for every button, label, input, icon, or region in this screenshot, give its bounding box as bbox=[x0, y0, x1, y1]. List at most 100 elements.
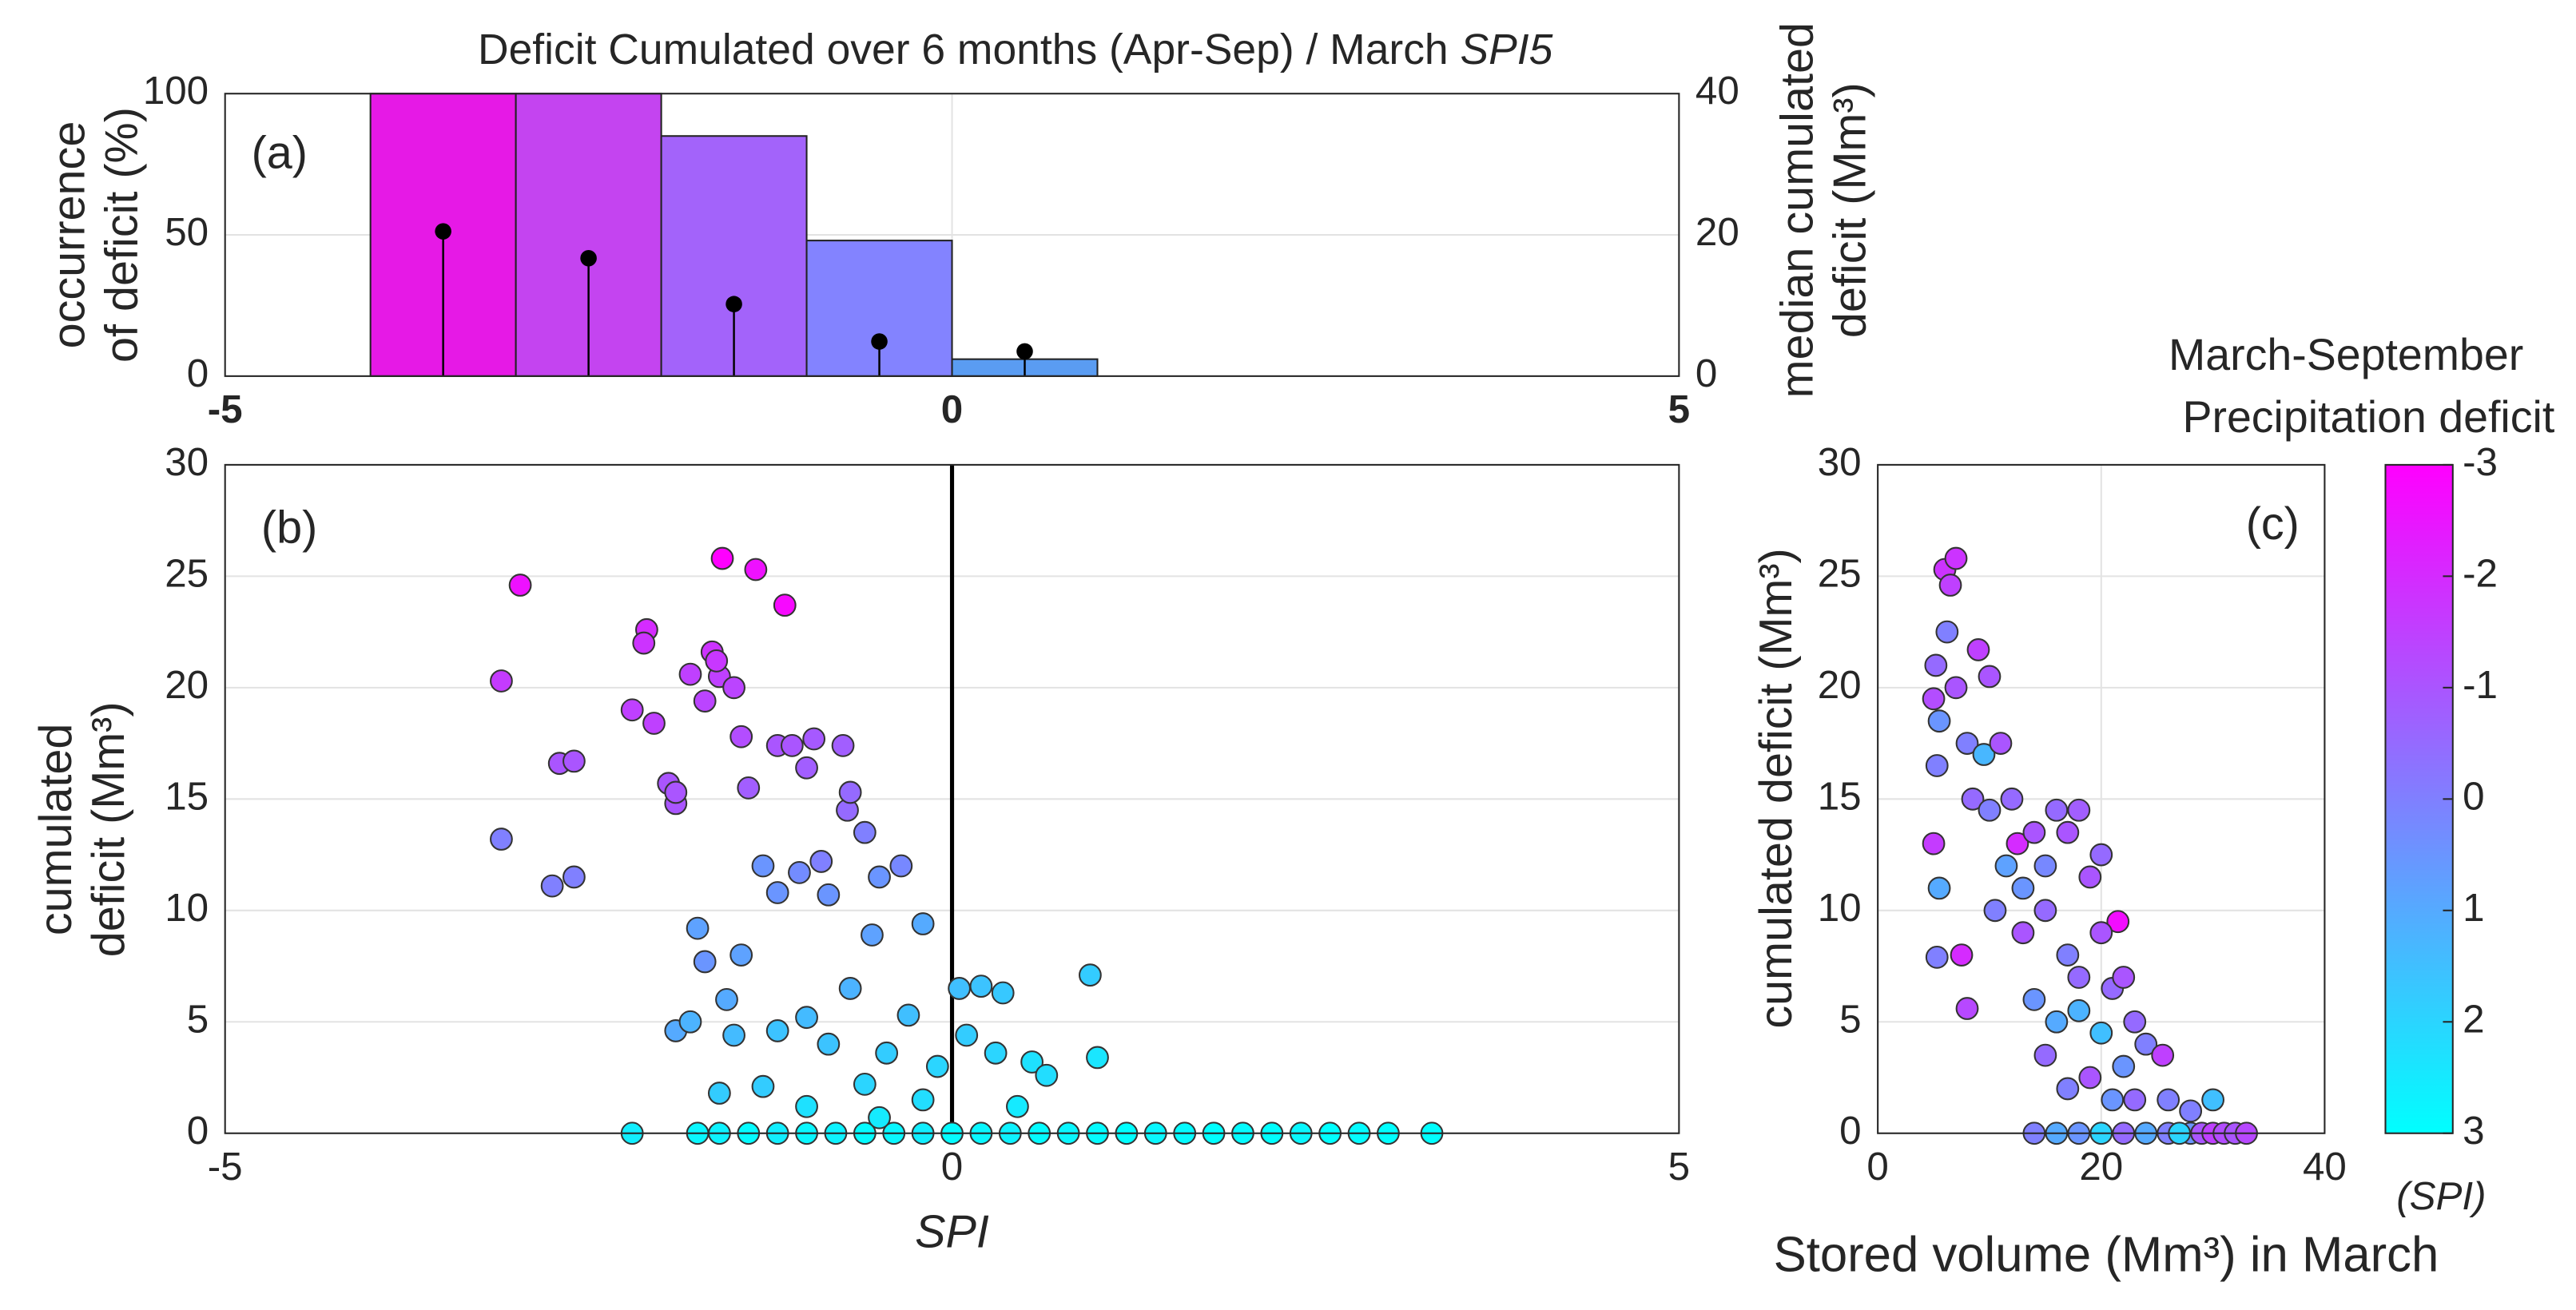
point bbox=[1927, 709, 1951, 733]
point bbox=[2022, 820, 2046, 844]
x-tick-label: 5 bbox=[1668, 387, 1690, 431]
point bbox=[693, 689, 717, 713]
y-tick-label: 30 bbox=[165, 440, 209, 484]
point bbox=[1927, 876, 1951, 900]
point bbox=[1086, 1046, 1109, 1070]
point bbox=[2011, 921, 2035, 945]
point bbox=[1950, 943, 1974, 967]
point bbox=[984, 1041, 1008, 1065]
colorbar-tick-label: 0 bbox=[2463, 774, 2484, 818]
point bbox=[1978, 798, 2002, 822]
point bbox=[817, 883, 841, 907]
point bbox=[729, 943, 753, 967]
point bbox=[853, 1072, 877, 1096]
y-tick-label: 20 bbox=[165, 663, 209, 707]
point bbox=[765, 1019, 789, 1042]
point bbox=[686, 916, 710, 940]
point bbox=[678, 1010, 702, 1034]
y-tick-label: 15 bbox=[1818, 774, 1862, 818]
point bbox=[955, 1023, 979, 1047]
y-axis-label: deficit (Mm³) bbox=[1825, 82, 1876, 338]
point bbox=[2045, 1010, 2069, 1034]
point bbox=[1955, 732, 1979, 755]
point bbox=[2179, 1099, 2203, 1123]
point bbox=[1078, 963, 1102, 987]
point bbox=[831, 733, 855, 757]
point bbox=[2089, 843, 2113, 867]
x-tick-label: 0 bbox=[1866, 1145, 1888, 1189]
point bbox=[969, 975, 993, 998]
point bbox=[1020, 1050, 1044, 1074]
point bbox=[664, 780, 688, 804]
point bbox=[868, 1106, 891, 1129]
point bbox=[729, 724, 753, 748]
colorbar-tick-label: -1 bbox=[2463, 663, 2498, 707]
point bbox=[896, 1003, 920, 1027]
y-tick-label: 5 bbox=[187, 997, 209, 1041]
point bbox=[710, 546, 734, 570]
point bbox=[751, 854, 775, 878]
point bbox=[1983, 899, 2007, 923]
point bbox=[2056, 943, 2080, 967]
x-tick-label: -5 bbox=[208, 1145, 243, 1189]
axes-box bbox=[1877, 463, 2326, 1134]
point bbox=[868, 865, 891, 889]
point bbox=[722, 676, 745, 700]
point bbox=[744, 558, 768, 582]
point bbox=[795, 1094, 818, 1118]
point bbox=[1925, 945, 1949, 969]
point bbox=[948, 977, 972, 1000]
point bbox=[1989, 732, 2013, 755]
point bbox=[1994, 854, 2018, 878]
x-tick-label: -5 bbox=[208, 387, 243, 431]
point bbox=[838, 780, 862, 804]
colorbar-label: (SPI) bbox=[2396, 1174, 2486, 1218]
point bbox=[563, 749, 586, 773]
point bbox=[2123, 1010, 2147, 1034]
axes-box bbox=[224, 93, 1680, 377]
point bbox=[2101, 1088, 2125, 1112]
stem-marker bbox=[725, 296, 742, 312]
y-axis-label: cumulated bbox=[30, 724, 81, 936]
axes-box bbox=[224, 463, 1680, 1134]
point bbox=[2089, 1021, 2113, 1045]
point bbox=[2089, 921, 2113, 945]
point bbox=[2033, 1043, 2057, 1067]
chart-title: Deficit Cumulated over 6 months (Apr-Sep… bbox=[478, 26, 1553, 73]
point bbox=[1978, 665, 2002, 689]
x-axis-label: SPI bbox=[915, 1206, 989, 1257]
y-tick-label: 10 bbox=[1818, 886, 1862, 930]
point bbox=[2033, 899, 2057, 923]
point bbox=[2078, 1066, 2102, 1090]
point bbox=[788, 860, 811, 884]
y-tick-label: 15 bbox=[165, 774, 209, 818]
x-tick-label: 0 bbox=[941, 387, 963, 431]
y-tick-label: 20 bbox=[1818, 663, 1862, 707]
point bbox=[2201, 1088, 2224, 1112]
point bbox=[1935, 620, 1959, 644]
colorbar bbox=[2384, 463, 2454, 1134]
y-axis-label: of deficit (%) bbox=[97, 107, 148, 363]
point bbox=[632, 631, 656, 655]
title-italic: SPI5 bbox=[1461, 26, 1553, 73]
y2-tick-label: 40 bbox=[1695, 69, 1739, 113]
colorbar-tick-label: 3 bbox=[2463, 1109, 2484, 1153]
point bbox=[693, 950, 717, 974]
point bbox=[490, 669, 513, 693]
colorbar-tick-label: -3 bbox=[2463, 440, 2498, 484]
colorbar-tick-label: 1 bbox=[2463, 886, 2484, 930]
x-tick-label: 40 bbox=[2303, 1145, 2347, 1189]
point bbox=[1972, 743, 1996, 766]
y-tick-label: 50 bbox=[165, 210, 209, 254]
point bbox=[2067, 966, 2091, 989]
point bbox=[773, 593, 797, 617]
point bbox=[795, 756, 818, 780]
y-tick-label: 10 bbox=[165, 886, 209, 930]
point bbox=[889, 854, 913, 878]
y-tick-label: 0 bbox=[187, 351, 209, 395]
point bbox=[508, 574, 532, 597]
point bbox=[2022, 987, 2046, 1011]
point bbox=[1944, 546, 1968, 570]
point bbox=[2045, 798, 2069, 822]
point bbox=[2006, 832, 2029, 855]
